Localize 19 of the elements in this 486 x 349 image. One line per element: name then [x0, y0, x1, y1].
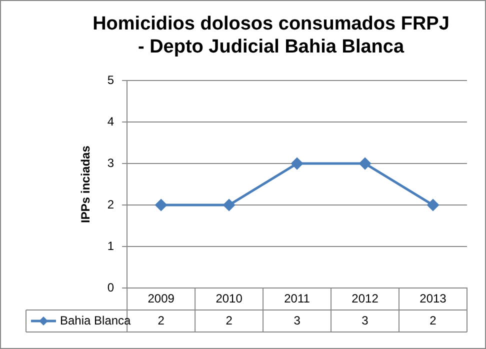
y-tick-label: 2 [107, 197, 114, 212]
x-tick-label: 2011 [284, 291, 310, 306]
y-tick-label: 5 [107, 72, 114, 87]
chart-title: Homicidios dolosos consumados FRPJ - Depto Judicial Bahia Blanca [92, 14, 450, 58]
data-label: 2 [226, 313, 233, 328]
y-axis-title: IPPs inciadas [78, 145, 93, 223]
y-tick-label: 3 [107, 156, 114, 170]
data-label: 2 [430, 313, 437, 328]
y-tick-label: 4 [107, 114, 114, 128]
x-tick-label: 2010 [216, 291, 243, 306]
x-tick-label: 2009 [148, 291, 175, 306]
x-tick-label: 2013 [420, 291, 447, 306]
data-label: 2 [158, 313, 165, 328]
legend-label: Bahia Blanca [60, 313, 132, 328]
x-tick-label: 2012 [352, 291, 379, 306]
y-tick-label: 1 [107, 238, 114, 253]
data-label: 3 [362, 313, 369, 328]
data-label: 3 [294, 313, 301, 328]
y-tick-label: 0 [107, 280, 114, 294]
